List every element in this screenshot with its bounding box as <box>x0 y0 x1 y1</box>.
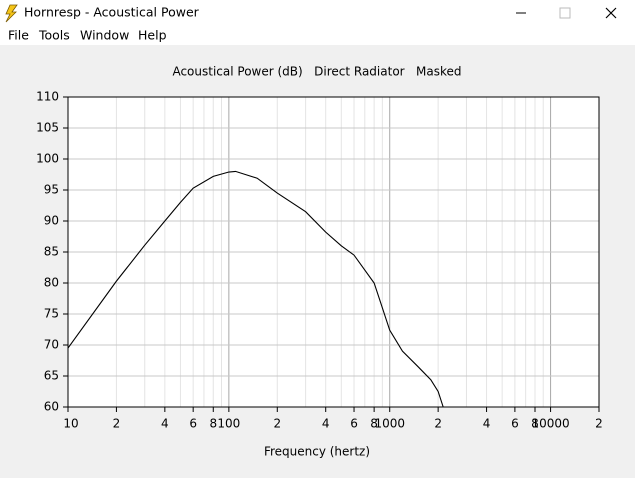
y-tick-label: 75 <box>44 307 59 321</box>
x-tick-label: 8 <box>370 417 378 431</box>
title-and-menu-bar <box>0 0 635 45</box>
menu-item[interactable]: Window <box>80 28 129 43</box>
y-tick-label: 85 <box>44 245 59 259</box>
x-tick-label: 10 <box>63 417 78 431</box>
y-tick-label: 110 <box>36 90 59 104</box>
x-tick-label: 1000 <box>374 417 405 431</box>
y-tick-label: 60 <box>44 400 59 414</box>
menu-item[interactable]: Tools <box>38 28 70 43</box>
x-tick-label: 2 <box>434 417 442 431</box>
x-tick-label: 4 <box>161 417 169 431</box>
y-tick-label: 100 <box>36 152 59 166</box>
y-tick-label: 70 <box>44 338 59 352</box>
x-tick-label: 6 <box>189 417 197 431</box>
response-curve <box>67 170 444 408</box>
x-tick-label: 6 <box>511 417 519 431</box>
y-tick-label: 105 <box>36 121 59 135</box>
y-tick-label: 65 <box>44 369 59 383</box>
x-tick-label: 100 <box>217 417 240 431</box>
window-title: Hornresp - Acoustical Power <box>24 5 200 20</box>
x-axis-label: Frequency (hertz) <box>264 445 370 459</box>
y-tick-label: 90 <box>44 214 59 228</box>
x-tick-label: 6 <box>350 417 358 431</box>
menu-item[interactable]: Help <box>138 28 167 43</box>
y-tick-label: 95 <box>44 183 59 197</box>
x-tick-label: 2 <box>595 417 603 431</box>
close-button[interactable] <box>605 7 617 19</box>
x-tick-label: 2 <box>113 417 121 431</box>
x-tick-label: 10000 <box>531 417 569 431</box>
menu-item[interactable]: File <box>8 28 29 43</box>
x-tick-label: 4 <box>322 417 330 431</box>
chart-title: Acoustical Power (dB) Direct Radiator Ma… <box>172 65 461 79</box>
app-icon <box>5 4 18 23</box>
maximize-button[interactable] <box>559 7 571 19</box>
plot-frame <box>67 96 600 408</box>
x-tick-label: 8 <box>531 417 539 431</box>
x-tick-label: 4 <box>483 417 491 431</box>
x-tick-label: 8 <box>209 417 217 431</box>
x-tick-label: 2 <box>273 417 281 431</box>
y-tick-label: 80 <box>44 276 59 290</box>
